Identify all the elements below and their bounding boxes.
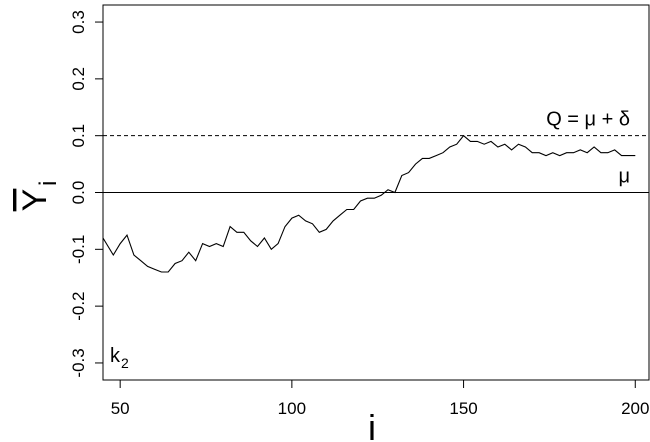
y-tick-label: -0.1 (69, 235, 88, 264)
x-tick-label: 200 (621, 399, 649, 418)
data-line (102, 134, 636, 273)
x-tick-label: 100 (278, 399, 306, 418)
y-axis-label-sub: i (35, 181, 62, 186)
y-tick-label: 0.2 (69, 67, 88, 91)
x-tick-label: 150 (449, 399, 477, 418)
panel-label: k (110, 345, 121, 367)
y-tick-label: 0.1 (69, 124, 88, 148)
reference-label: Q = μ + δ (546, 109, 630, 131)
y-axis-label: Y (16, 189, 54, 212)
y-tick-label: 0.3 (69, 10, 88, 34)
y-axis-label-group: Y i (16, 181, 62, 212)
x-tick-label: 50 (111, 399, 130, 418)
reference-label: μ (618, 166, 630, 188)
x-axis-label: i (368, 407, 376, 442)
y-tick-label: -0.3 (69, 348, 88, 377)
y-tick-label: 0.0 (69, 181, 88, 205)
panel-label-sub: 2 (121, 355, 129, 371)
y-tick-label: -0.2 (69, 291, 88, 320)
